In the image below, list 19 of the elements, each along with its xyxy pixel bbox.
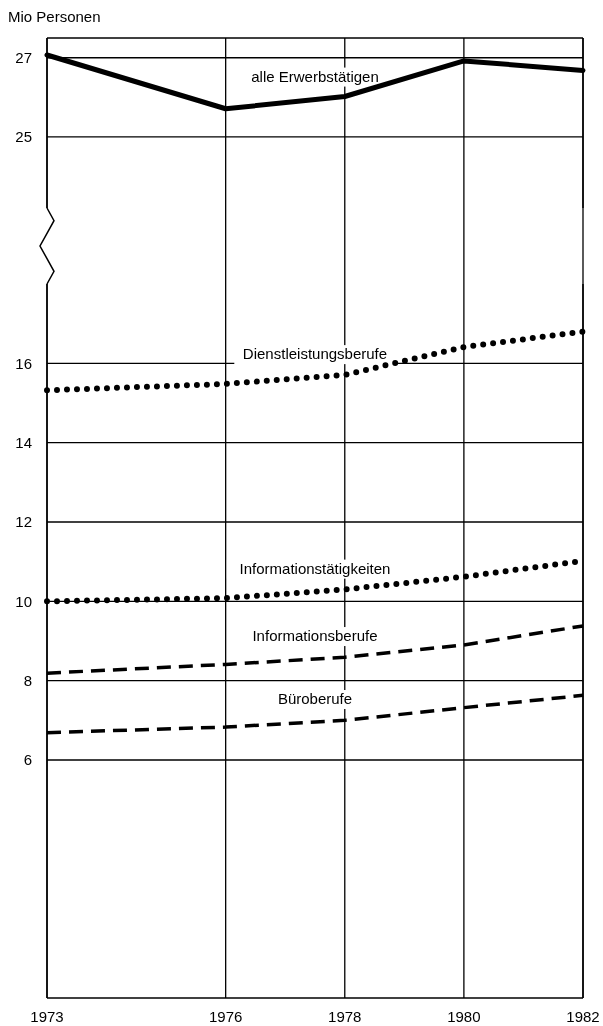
y-tick-label: 25	[15, 128, 32, 146]
y-tick-label: 14	[15, 433, 32, 451]
y-tick-label: 8	[23, 671, 32, 689]
y-tick-label: 10	[15, 592, 32, 610]
y-tick-label: 6	[23, 751, 32, 769]
series-label: Dienstleistungsberufe	[242, 345, 388, 363]
x-tick-label: 1982	[566, 1008, 600, 1025]
x-tick-label: 1978	[328, 1008, 362, 1025]
series-label: Büroberufe	[277, 690, 353, 708]
x-tick-label: 1973	[30, 1008, 64, 1025]
x-tick-label: 1976	[208, 1008, 243, 1025]
y-tick-label: 27	[15, 49, 32, 67]
y-axis-title: Mio Personen	[8, 8, 101, 25]
y-tick-label: 12	[15, 513, 32, 531]
series-label: Informationstätigkeiten	[239, 559, 391, 577]
series-label: alle Erwerbstätigen	[251, 67, 379, 85]
x-tick-label: 1980	[447, 1008, 481, 1025]
y-tick-label: 16	[15, 354, 32, 372]
series-label: Informationsberufe	[252, 627, 378, 645]
